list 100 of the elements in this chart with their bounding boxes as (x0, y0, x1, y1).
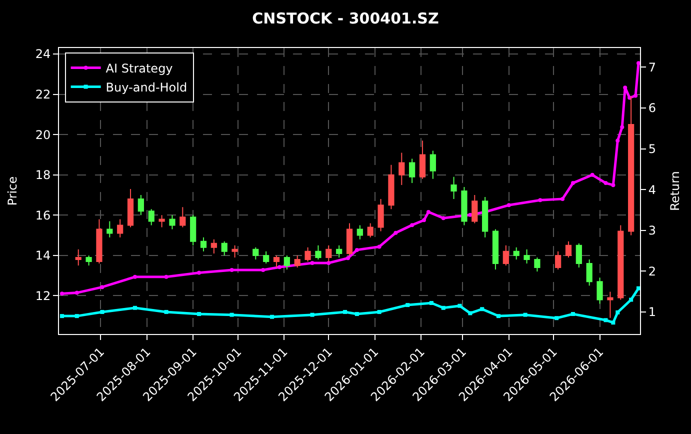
point (164, 274, 168, 279)
candlestick (315, 244, 322, 260)
y-tick-label: 20 (35, 128, 51, 142)
point (468, 212, 472, 217)
point (604, 181, 608, 186)
candlestick (409, 158, 416, 184)
point (310, 261, 314, 266)
point (611, 183, 616, 188)
candlestick (200, 236, 207, 252)
candlestick (367, 222, 374, 238)
candlestick (450, 176, 457, 200)
y2-axis-title: Return (668, 171, 682, 211)
y-tick-label: 22 (35, 88, 51, 102)
y-tick-label: 14 (35, 248, 51, 263)
candlestick (190, 214, 196, 246)
candlestick (221, 240, 228, 256)
candlestick (117, 218, 124, 238)
y2-tick-label: 5 (648, 142, 656, 156)
candlestick (513, 246, 520, 260)
candlestick (127, 188, 134, 228)
candlestick (86, 254, 92, 266)
candlestick (106, 220, 113, 238)
candlestick (148, 208, 154, 226)
candlestick (346, 222, 353, 256)
y-tick-label: 12 (35, 288, 51, 303)
point (346, 256, 350, 260)
point (354, 312, 359, 316)
y-tick-label: 18 (35, 168, 51, 182)
point (554, 316, 559, 320)
point (441, 306, 446, 310)
point (410, 223, 414, 228)
point (636, 61, 640, 66)
candlestick (210, 238, 217, 254)
y2-tick-label: 7 (648, 60, 656, 74)
y-tick-label: 16 (35, 208, 51, 222)
point (422, 218, 426, 222)
candlestick (273, 254, 280, 268)
point (616, 310, 620, 314)
point (426, 210, 430, 214)
point (636, 286, 640, 290)
point (538, 198, 542, 202)
candlestick (461, 186, 468, 226)
y2-tick-label: 4 (648, 182, 656, 197)
chart-title: CNSTOCK - 300401.SZ (252, 10, 439, 28)
candlestick (492, 228, 499, 270)
point (164, 310, 168, 314)
candlestick (576, 242, 582, 268)
candlestick (618, 224, 624, 300)
point (230, 312, 234, 317)
point (197, 312, 202, 316)
candlestick (398, 152, 405, 186)
point (458, 304, 462, 308)
point (570, 181, 575, 186)
candlestick (596, 277, 603, 304)
y-tick-label: 24 (35, 47, 51, 62)
point (506, 203, 511, 208)
point (132, 306, 137, 310)
point (523, 312, 528, 317)
point (620, 125, 624, 130)
candlestick (356, 224, 363, 240)
candlestick (180, 206, 186, 228)
candlestick (284, 254, 290, 270)
candlestick (555, 250, 562, 270)
candlestick (524, 248, 530, 264)
candlestick (565, 240, 572, 258)
candlestick (304, 246, 311, 262)
candlestick (158, 214, 165, 228)
point (623, 86, 628, 90)
candlestick (169, 214, 176, 230)
point (100, 285, 104, 290)
legend-label: AI Strategy (106, 61, 173, 76)
point (560, 196, 565, 201)
point (394, 230, 398, 235)
point (74, 314, 79, 318)
point (468, 311, 472, 316)
point (277, 265, 282, 270)
point (343, 310, 348, 314)
candlestick (430, 150, 436, 180)
candlestick (419, 140, 426, 180)
candlestick (502, 244, 509, 266)
point (429, 300, 434, 305)
point (570, 312, 575, 316)
candlestick (388, 164, 394, 210)
candlestick (336, 244, 342, 258)
candlestick (586, 258, 592, 286)
point (590, 172, 594, 177)
candlestick (232, 244, 238, 258)
y2-tick-label: 1 (648, 305, 656, 320)
point (310, 312, 314, 317)
point (634, 94, 638, 98)
point (480, 307, 484, 312)
candlestick (534, 256, 540, 272)
y2-tick-label: 2 (648, 264, 656, 278)
point (60, 292, 64, 296)
y2-tick-label: 6 (648, 101, 656, 116)
point (377, 310, 382, 314)
point (197, 270, 202, 275)
point (261, 268, 266, 272)
legend-label: Buy-and-Hold (106, 80, 188, 94)
y2-tick-label: 3 (648, 224, 656, 238)
